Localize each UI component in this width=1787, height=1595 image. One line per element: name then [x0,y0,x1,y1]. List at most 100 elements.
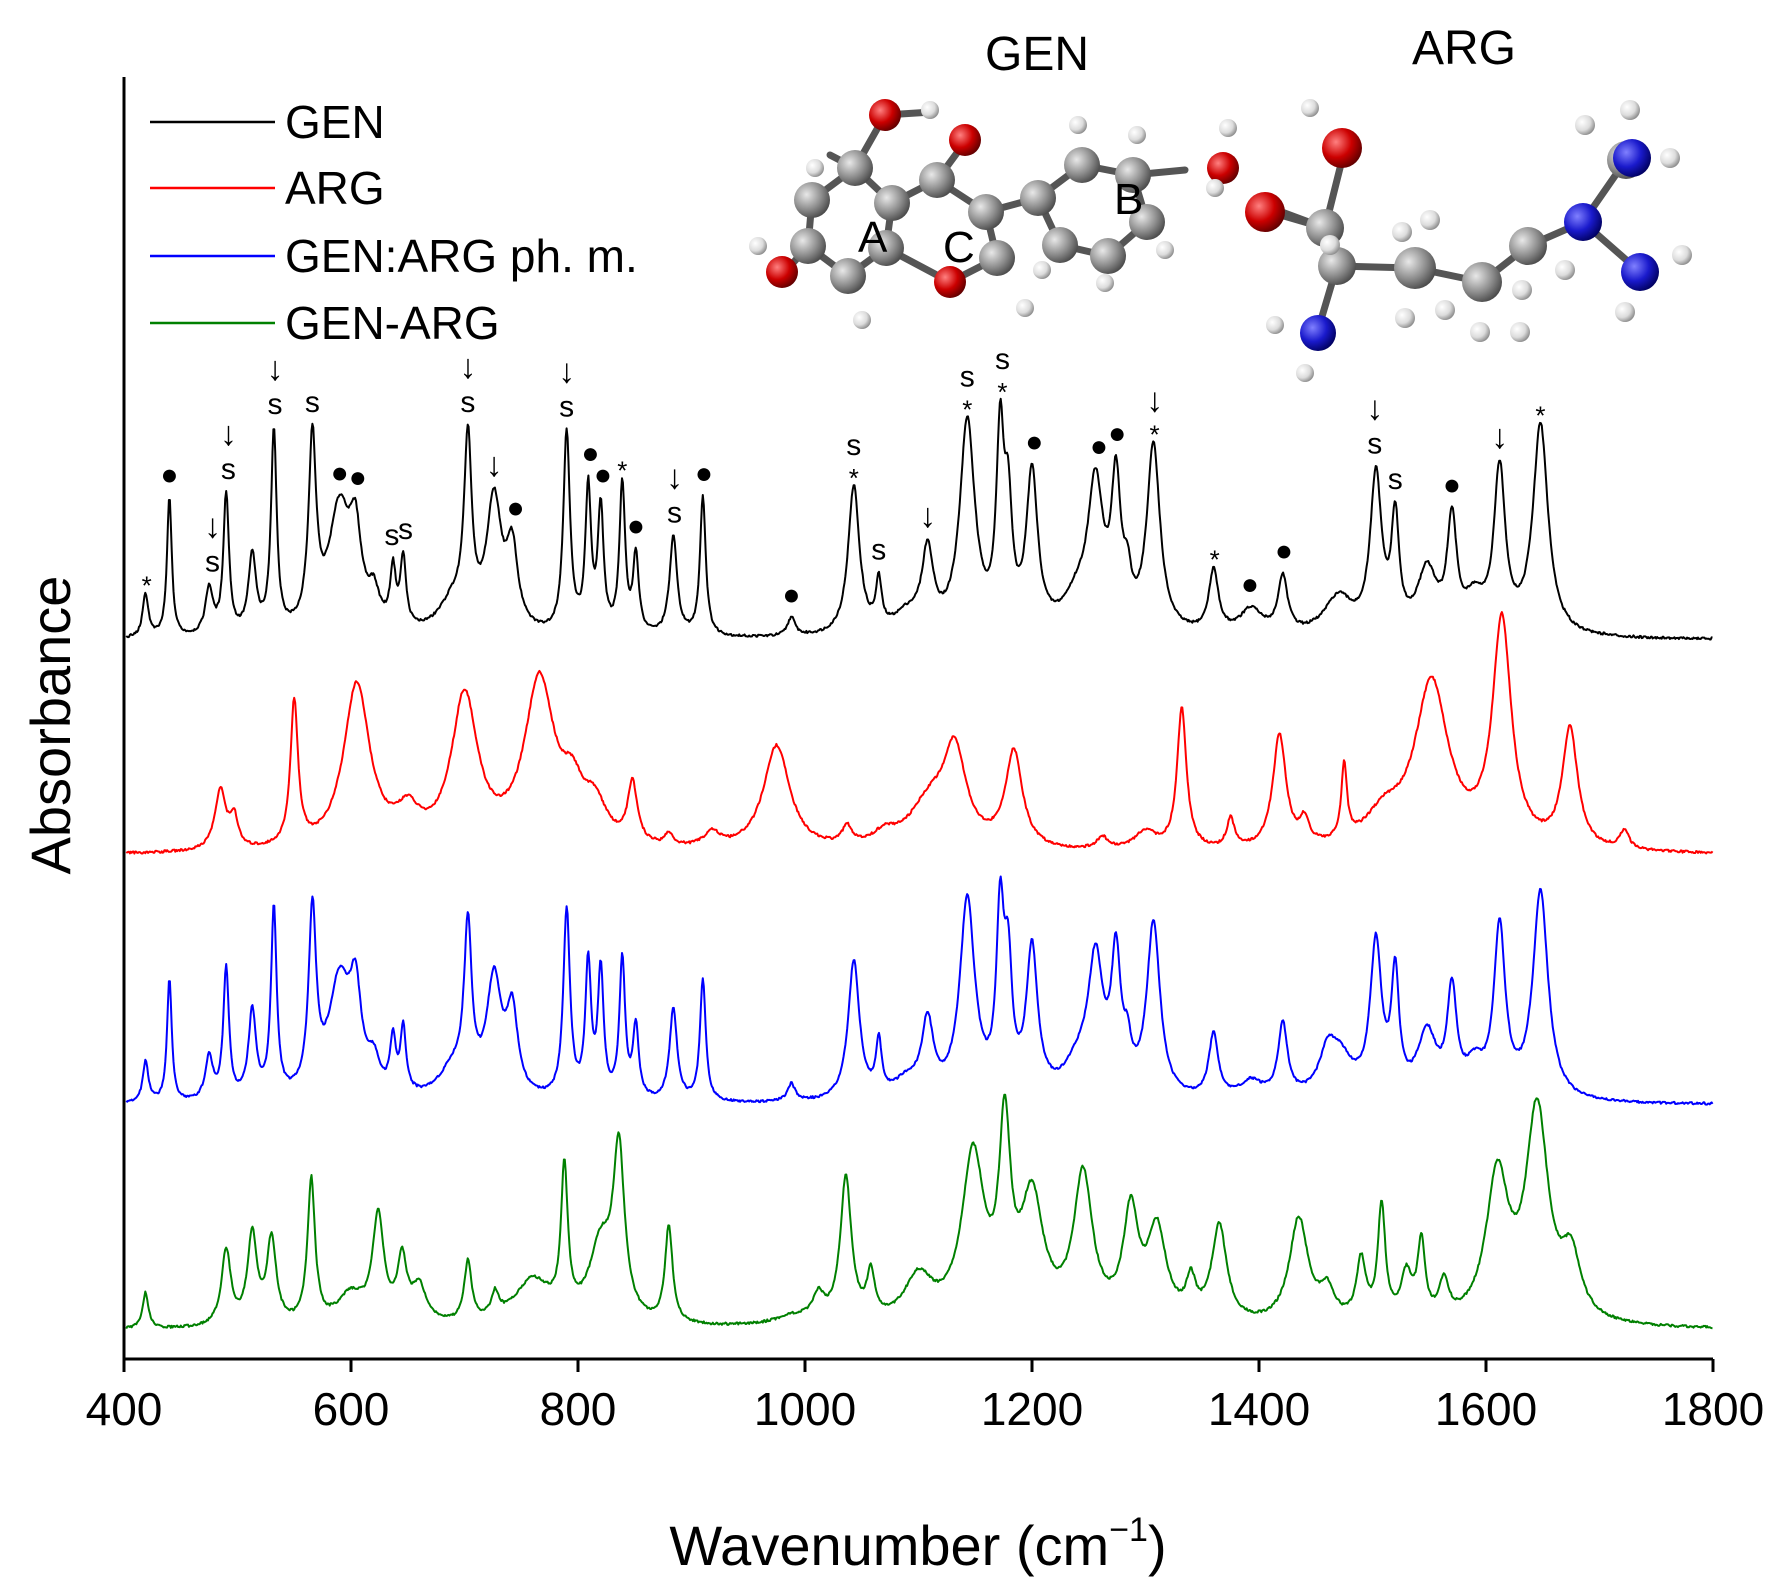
peak-annotation-glyph: * [142,571,152,601]
peak-annotation: ● [782,579,800,612]
peak-annotation-glyph: s [1388,463,1403,496]
peak-annotation-glyph: ● [782,579,800,612]
peak-annotation: *s [960,360,975,424]
peak-annotation: ● [1275,534,1293,567]
x-tick-label: 1600 [1435,1383,1537,1435]
peak-annotation-glyph: s [398,513,413,546]
peak-annotation-glyph: * [1535,401,1545,431]
peak-annotation: * [617,456,627,486]
legend-item-gen: GEN [150,96,385,148]
peak-annotation-glyph: * [997,377,1007,407]
peak-annotation: ● [627,510,645,543]
x-tick-label: 800 [540,1383,617,1435]
peak-annotation-glyph: s [384,519,399,552]
peak-annotation: s↓ [1366,390,1383,461]
legend-item-arg: ARG [150,162,385,214]
peak-annotation: s [305,386,320,419]
x-tick-label: 400 [86,1383,163,1435]
peak-annotation-glyph: ↓ [459,348,476,386]
peak-annotation: s↓ [459,348,476,419]
peak-annotation-glyph: s [1367,428,1382,461]
peak-annotation-glyph: s [205,545,220,578]
y-axis-label: Absorbance [19,576,82,875]
peak-annotation-glyph: * [962,394,972,424]
peak-annotation-glyph: ● [349,461,367,494]
peak-annotation: ● [349,461,367,494]
peak-annotation: * [142,571,152,601]
peak-annotation: s↓ [666,459,683,530]
peak-annotation-glyph: ● [695,457,713,490]
peak-annotation: *↓ [1146,381,1163,449]
peak-annotation: ● [1108,417,1126,450]
peak-annotation-glyph: ↓ [558,352,575,390]
x-axis-label: Wavenumber (cm−1) [669,1511,1166,1577]
peak-annotation: ● [1090,430,1108,463]
peak-annotation-glyph: s [871,533,886,566]
legend: GEN ARG GEN:ARG ph. m. GEN-ARG [150,96,638,349]
peak-annotation: s↓ [558,352,575,423]
peak-annotation: ↓ [1491,418,1508,456]
peak-annotations: *●s↓s↓s↓s● ●sss↓↓●s↓●● *● s↓ ●●*ss↓*s *s● ● ● *↓… [142,343,1546,611]
peak-annotation: s [384,519,399,552]
x-axis-label-sup: −1 [1109,1511,1148,1549]
peak-annotation-glyph: s [559,390,574,423]
peak-annotation-glyph: ↓ [220,415,237,453]
peak-annotation-glyph: ● [627,510,645,543]
peak-annotation: ● [1025,425,1043,458]
ring-label-b: B [1114,175,1143,224]
x-tick-label: 1800 [1662,1383,1764,1435]
peak-annotation: * [1535,401,1545,431]
peak-annotation-glyph: * [849,463,859,493]
peak-annotation: * [1210,544,1220,574]
x-tick-label: 600 [313,1383,390,1435]
genistein-molecule-model: A C B [749,99,1239,329]
peak-annotation: ● [160,458,178,491]
x-ticks: 400 600 800 1000 1200 1400 1600 1800 [86,1359,1764,1435]
peak-annotation-glyph: s [667,497,682,530]
series-group [125,397,1714,1330]
peak-annotation: ● [1241,568,1259,601]
peak-annotation-glyph: ● [1241,568,1259,601]
peak-annotation: ↓ [919,497,936,535]
peak-annotation: *s [995,343,1010,407]
peak-annotation-glyph: ● [1090,430,1108,463]
legend-item-mixture: GEN:ARG ph. m. [150,230,638,282]
arginine-molecule-model [1245,99,1692,382]
peak-annotation-glyph: ● [331,457,349,490]
peak-annotation-glyph: s [460,386,475,419]
peak-annotation-glyph: ● [160,458,178,491]
peak-annotation-glyph: * [1150,419,1160,449]
peak-annotation: s↓ [204,507,221,578]
peak-annotation-glyph: ↓ [666,459,683,497]
peak-annotation-glyph: ● [1443,468,1461,501]
peak-annotation-glyph: s [305,386,320,419]
arg-spectrum-line [125,611,1714,855]
peak-annotation-glyph: ↓ [204,507,221,545]
peak-annotation-glyph: ● [507,492,525,525]
x-tick-label: 1000 [754,1383,856,1435]
gen-arg-spectrum-line [125,1093,1713,1330]
peak-annotation-glyph: s [960,360,975,393]
peak-annotation-glyph: s [846,429,861,462]
peak-annotation-glyph: ● [594,458,612,491]
ring-label-a: A [858,213,888,262]
peak-annotation: s↓ [220,415,237,486]
peak-annotation-glyph: s [995,343,1010,376]
peak-annotation-glyph: * [617,456,627,486]
peak-annotation: s [1388,463,1403,496]
peak-annotation: ● [331,457,349,490]
peak-annotation-glyph: ↓ [919,497,936,535]
peak-annotation: ↓ [486,446,503,484]
arg-atoms [1245,99,1692,382]
peak-annotation-glyph: ● [581,437,599,470]
peak-annotation-glyph: * [1210,544,1220,574]
peak-annotation: ● [695,457,713,490]
ring-label-c: C [943,223,975,272]
peak-annotation-glyph: ● [1275,534,1293,567]
arg-molecule-title: ARG [1412,22,1516,75]
peak-annotation-glyph: s [221,453,236,486]
x-axis-label-main: Wavenumber (cm [669,1514,1109,1577]
peak-annotation: ● [507,492,525,525]
gen-spectrum-line [125,397,1713,641]
